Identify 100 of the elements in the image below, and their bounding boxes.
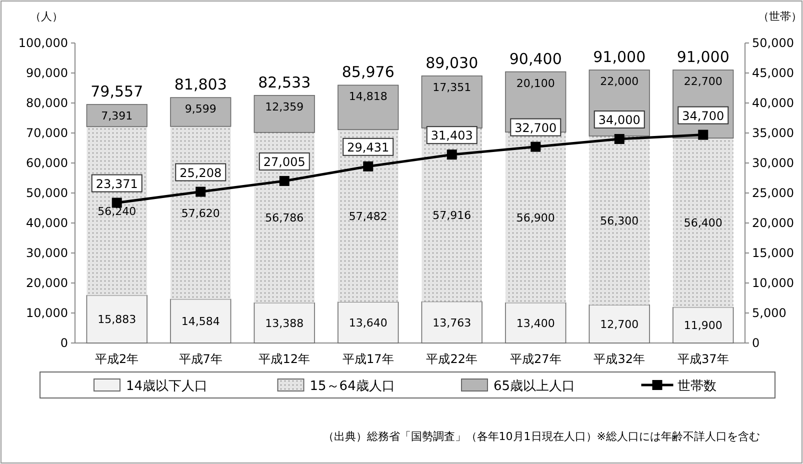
x-tick-label: 平成32年 [594, 352, 646, 366]
bar [588, 304, 650, 344]
x-tick-label: 平成12年 [258, 352, 310, 366]
y-axis-title: （人） [30, 10, 63, 23]
data-label: 34,000 [598, 113, 640, 127]
data-label: 22,700 [684, 75, 722, 88]
bar [672, 306, 734, 344]
data-label: 9,599 [184, 102, 216, 116]
data-label: 13,640 [348, 316, 388, 330]
point [698, 130, 708, 140]
bar [254, 302, 315, 344]
bar [338, 302, 399, 344]
data-label: 20,100 [516, 76, 555, 90]
point [614, 134, 624, 144]
y-tick-label: 80,000 [26, 96, 68, 110]
y2-axis-title: （世帯） [758, 10, 802, 23]
data-label: 57,620 [181, 206, 220, 220]
y-tick-label: 70,000 [26, 126, 68, 140]
data-label: 56,300 [600, 214, 639, 228]
bar [86, 126, 148, 296]
bar [338, 84, 399, 130]
legend-label: 世帯数 [677, 379, 716, 394]
annotation: 90,400 [509, 50, 562, 68]
y-tick-label: 90,000 [26, 66, 68, 80]
bar [86, 104, 148, 128]
bar [338, 130, 398, 302]
data-label: 31,403 [430, 128, 473, 143]
annotation: 91,000 [593, 48, 646, 66]
data-label: 13,388 [265, 316, 304, 330]
data-label: 14,818 [348, 90, 388, 104]
x-tick-label: 平成7年 [178, 352, 222, 366]
data-label: 13,400 [516, 316, 555, 330]
data-label: 27,005 [263, 154, 306, 169]
x-tick-label: 平成22年 [426, 352, 478, 366]
bar [254, 132, 315, 303]
annotation: 91,000 [676, 48, 730, 66]
data-label: 12,359 [265, 100, 304, 114]
x-tick-label: 平成27年 [510, 352, 562, 366]
y2-tick-label: 30,000 [752, 156, 794, 170]
x-tick-label: 平成2年 [95, 352, 139, 366]
y2-tick-label: 20,000 [752, 216, 794, 230]
y2-tick-label: 35,000 [752, 126, 794, 140]
data-label: 7,391 [101, 109, 133, 122]
bar [421, 301, 482, 344]
annotation: 85,976 [342, 63, 394, 82]
y2-tick-label: 25,000 [752, 186, 794, 200]
annotation: 79,557 [90, 82, 144, 100]
legend-label: 15～64歳人口 [310, 379, 395, 394]
y-tick-label: 40,000 [26, 216, 68, 230]
data-label: 56,400 [684, 216, 722, 230]
legend-label: 65歳以上人口 [494, 379, 576, 394]
y-tick-label: 20,000 [26, 276, 68, 290]
annotation: 82,533 [258, 73, 311, 92]
data-label: 34,700 [682, 108, 724, 123]
data-label: 12,700 [600, 318, 639, 331]
point [196, 186, 206, 197]
point [363, 161, 374, 172]
bar [170, 97, 232, 127]
data-label: 32,700 [514, 120, 557, 135]
y-tick-label: 100,000 [18, 36, 68, 50]
y2-tick-label: 10,000 [752, 276, 794, 290]
bar [589, 136, 650, 305]
bar [86, 294, 148, 344]
x-tick-label: 平成17年 [342, 352, 394, 366]
data-label: 56,786 [265, 212, 304, 225]
bar [672, 138, 734, 308]
data-label: 23,371 [96, 176, 138, 191]
y2-tick-label: 5,000 [752, 306, 786, 320]
data-label: 17,351 [432, 80, 472, 94]
y-tick-label: 50,000 [26, 186, 68, 200]
data-label: 56,900 [516, 211, 555, 224]
y2-tick-label: 45,000 [752, 66, 794, 80]
data-label: 29,431 [347, 140, 390, 154]
bar [254, 95, 315, 133]
data-label: 13,763 [432, 316, 472, 330]
legend-label: 14歳以下人口 [126, 379, 208, 394]
data-label: 56,240 [98, 204, 136, 218]
point [446, 150, 457, 160]
bar [422, 128, 482, 302]
point [530, 142, 541, 152]
y-tick-label: 10,000 [26, 306, 68, 320]
data-label: 14,584 [181, 315, 220, 328]
y-tick-label: 60,000 [26, 156, 68, 170]
x-tick-label: 平成37年 [677, 352, 729, 366]
data-label: 22,000 [600, 75, 639, 88]
data-label: 11,900 [684, 319, 722, 332]
y2-tick-label: 50,000 [752, 36, 794, 50]
annotation: 89,030 [426, 54, 478, 72]
data-label: 25,208 [180, 166, 222, 180]
text: （出典）総務省「国勢調査」（各年10月1日現在人口）※総人口には年齢不詳人口を含む [322, 430, 760, 443]
bar [505, 302, 566, 344]
annotation: 81,803 [174, 76, 227, 94]
y-tick-label: 30,000 [26, 246, 68, 260]
data-label: 57,916 [432, 208, 472, 222]
y2-tick-label: 0 [752, 336, 760, 350]
bar [170, 298, 232, 344]
point [279, 176, 290, 186]
y2-tick-label: 40,000 [752, 96, 794, 110]
bar [170, 126, 231, 300]
y2-tick-label: 15,000 [752, 246, 794, 260]
